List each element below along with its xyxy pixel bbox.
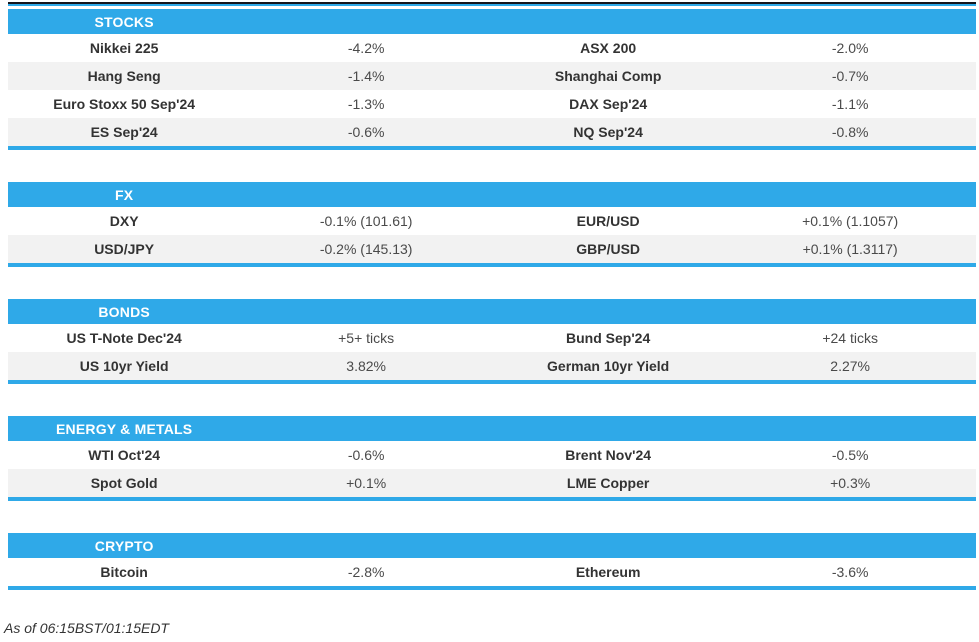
instrument-name: ES Sep'24 (90, 124, 158, 140)
instrument-value: +5+ ticks (338, 330, 395, 346)
instrument-value: -2.0% (831, 40, 869, 56)
table-row: Hang Seng -1.4% Shanghai Comp -0.7% (8, 62, 976, 90)
market-section: ENERGY & METALS WTI Oct'24 -0.6% Brent N… (8, 416, 976, 501)
section-header-row: FX (8, 182, 976, 207)
instrument-value: +0.1% (1.3117) (802, 241, 898, 257)
table-row: ES Sep'24 -0.6% NQ Sep'24 -0.8% (8, 118, 976, 146)
instrument-value: -1.3% (347, 96, 385, 112)
section-bottom-divider (8, 380, 976, 384)
section-header-row: CRYPTO (8, 533, 976, 558)
instrument-name: Euro Stoxx 50 Sep'24 (53, 96, 196, 112)
section-header-fill (724, 416, 976, 441)
instrument-value: -1.4% (347, 68, 385, 84)
top-divider (8, 2, 976, 6)
instrument-value: -0.7% (831, 68, 869, 84)
section-header-fill (240, 416, 492, 441)
table-row: Nikkei 225 -4.2% ASX 200 -2.0% (8, 34, 976, 62)
section-bottom-divider (8, 586, 976, 590)
table-row: Spot Gold +0.1% LME Copper +0.3% (8, 469, 976, 497)
instrument-value: 2.27% (830, 358, 870, 374)
instrument-name: USD/JPY (94, 241, 155, 257)
section-header-fill (491, 9, 725, 34)
section-header-row: ENERGY & METALS (8, 416, 976, 441)
section-header-fill (491, 533, 725, 558)
section-header-fill (724, 182, 976, 207)
market-section: BONDS US T-Note Dec'24 +5+ ticks Bund Se… (8, 299, 976, 384)
section-header-fill (491, 416, 725, 441)
market-section: FX DXY -0.1% (101.61) EUR/USD +0.1% (1.1… (8, 182, 976, 267)
section-bottom-divider (8, 146, 976, 150)
section-title: BONDS (8, 299, 241, 324)
section-header-fill (240, 533, 492, 558)
instrument-value: -3.6% (831, 564, 869, 580)
section-title: CRYPTO (8, 533, 241, 558)
instrument-value: +0.1% (346, 475, 387, 491)
section-table: ENERGY & METALS WTI Oct'24 -0.6% Brent N… (8, 416, 976, 497)
table-row: USD/JPY -0.2% (145.13) GBP/USD +0.1% (1.… (8, 235, 976, 263)
section-header-fill (491, 182, 725, 207)
table-row: Euro Stoxx 50 Sep'24 -1.3% DAX Sep'24 -1… (8, 90, 976, 118)
instrument-value: -0.1% (101.61) (319, 213, 413, 229)
section-table: BONDS US T-Note Dec'24 +5+ ticks Bund Se… (8, 299, 976, 380)
instrument-name: Nikkei 225 (89, 40, 159, 56)
section-header-row: STOCKS (8, 9, 976, 34)
instrument-value: -0.5% (831, 447, 869, 463)
instrument-value: +0.3% (830, 475, 871, 491)
instrument-name: EUR/USD (576, 213, 640, 229)
section-header-fill (724, 9, 976, 34)
section-header-fill (240, 299, 492, 324)
section-table: FX DXY -0.1% (101.61) EUR/USD +0.1% (1.1… (8, 182, 976, 263)
section-header-fill (491, 299, 725, 324)
instrument-name: DXY (109, 213, 139, 229)
market-section: CRYPTO Bitcoin -2.8% Ethereum -3.6% (8, 533, 976, 590)
section-header-fill (724, 533, 976, 558)
instrument-name: LME Copper (566, 475, 650, 491)
instrument-value: -0.6% (347, 447, 385, 463)
instrument-name: Spot Gold (90, 475, 158, 491)
instrument-name: Brent Nov'24 (565, 447, 652, 463)
instrument-value: -2.8% (347, 564, 385, 580)
instrument-name: Bitcoin (100, 564, 148, 580)
instrument-value: -0.2% (145.13) (319, 241, 413, 257)
instrument-value: +0.1% (1.1057) (802, 213, 899, 229)
instrument-name: WTI Oct'24 (88, 447, 161, 463)
instrument-value: 3.82% (346, 358, 386, 374)
instrument-name: DAX Sep'24 (569, 96, 648, 112)
table-row: WTI Oct'24 -0.6% Brent Nov'24 -0.5% (8, 441, 976, 469)
instrument-value: -4.2% (347, 40, 385, 56)
table-row: US 10yr Yield 3.82% German 10yr Yield 2.… (8, 352, 976, 380)
instrument-name: US T-Note Dec'24 (66, 330, 182, 346)
instrument-name: Hang Seng (87, 68, 161, 84)
instrument-name: Bund Sep'24 (566, 330, 651, 346)
section-bottom-divider (8, 263, 976, 267)
instrument-value: -0.8% (831, 124, 869, 140)
section-header-row: BONDS (8, 299, 976, 324)
section-title: STOCKS (8, 9, 241, 34)
section-bottom-divider (8, 497, 976, 501)
section-header-fill (240, 9, 492, 34)
instrument-name: Ethereum (575, 564, 641, 580)
as-of-timestamp: As of 06:15BST/01:15EDT (4, 620, 169, 636)
instrument-value: -0.6% (347, 124, 385, 140)
market-wrap-table: STOCKS Nikkei 225 -4.2% ASX 200 -2.0% Ha… (4, 2, 976, 636)
section-table: STOCKS Nikkei 225 -4.2% ASX 200 -2.0% Ha… (8, 9, 976, 146)
instrument-name: Shanghai Comp (554, 68, 662, 84)
section-title: ENERGY & METALS (8, 416, 241, 441)
section-header-fill (240, 182, 492, 207)
section-header-fill (724, 299, 976, 324)
instrument-name: GBP/USD (576, 241, 641, 257)
table-row: Bitcoin -2.8% Ethereum -3.6% (8, 558, 976, 586)
instrument-name: US 10yr Yield (79, 358, 169, 374)
instrument-value: -1.1% (831, 96, 869, 112)
instrument-name: German 10yr Yield (547, 358, 670, 374)
table-row: US T-Note Dec'24 +5+ ticks Bund Sep'24 +… (8, 324, 976, 352)
table-row: DXY -0.1% (101.61) EUR/USD +0.1% (1.1057… (8, 207, 976, 235)
instrument-name: ASX 200 (580, 40, 637, 56)
instrument-name: NQ Sep'24 (573, 124, 643, 140)
instrument-value: +24 ticks (822, 330, 878, 346)
section-title: FX (8, 182, 241, 207)
section-table: CRYPTO Bitcoin -2.8% Ethereum -3.6% (8, 533, 976, 586)
market-section: STOCKS Nikkei 225 -4.2% ASX 200 -2.0% Ha… (8, 9, 976, 150)
market-sections: STOCKS Nikkei 225 -4.2% ASX 200 -2.0% Ha… (8, 9, 976, 590)
